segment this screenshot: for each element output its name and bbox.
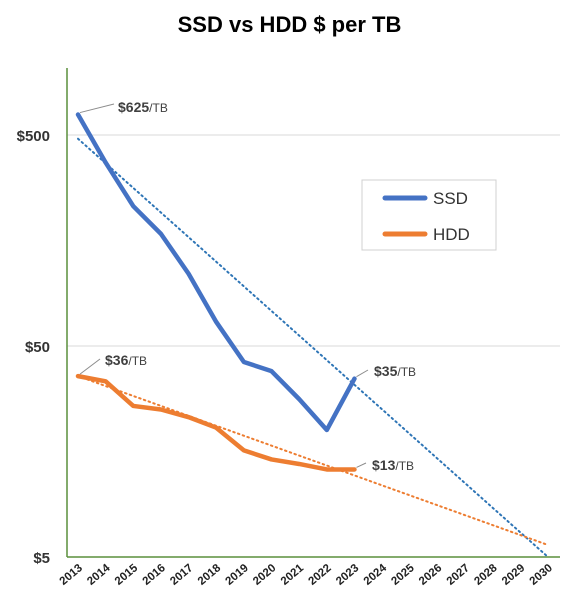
chart-title: SSD vs HDD $ per TB bbox=[177, 12, 402, 37]
x-tick-label: 2024 bbox=[362, 562, 390, 588]
x-tick-label: 2021 bbox=[279, 562, 307, 588]
x-tick-label: 2014 bbox=[85, 562, 113, 588]
x-tick-label: 2019 bbox=[223, 562, 250, 588]
annotation-ssd-start: $625/TB bbox=[118, 99, 168, 115]
data-point-ssd bbox=[132, 204, 135, 208]
data-point-ssd bbox=[270, 369, 273, 373]
data-point-ssd bbox=[297, 397, 301, 401]
legend-label-ssd: SSD bbox=[433, 189, 468, 208]
x-tick-label: 2018 bbox=[196, 562, 224, 588]
annotation-leader bbox=[79, 103, 115, 114]
series-line-ssd bbox=[75, 112, 357, 433]
legend-label-hdd: HDD bbox=[433, 225, 470, 244]
series-lines bbox=[75, 112, 357, 472]
trendline-hdd bbox=[77, 375, 549, 546]
axes bbox=[66, 68, 560, 558]
x-tick-label: 2016 bbox=[141, 562, 168, 588]
data-point-hdd bbox=[325, 468, 329, 471]
data-point-hdd bbox=[297, 462, 301, 466]
x-tick-label: 2020 bbox=[251, 562, 278, 588]
annotation-leader bbox=[356, 369, 369, 378]
y-tick-label: $5 bbox=[33, 550, 50, 567]
x-tick-labels: 2013 2014 2015 2016 2017 2018 2019 2020 2021 2022… bbox=[58, 562, 555, 588]
data-point-ssd bbox=[159, 232, 163, 236]
data-point-ssd bbox=[104, 161, 107, 164]
data-point-ssd bbox=[353, 377, 356, 380]
annotation-leader bbox=[356, 462, 367, 468]
trendline-ssd bbox=[77, 137, 549, 558]
data-point-hdd bbox=[187, 415, 190, 419]
data-point-hdd bbox=[215, 426, 218, 429]
y-tick-label: $50 bbox=[25, 339, 50, 356]
legend: SSD HDD bbox=[361, 179, 497, 251]
x-tick-label: 2026 bbox=[417, 562, 444, 588]
x-tick-label: 2013 bbox=[58, 562, 85, 588]
data-point-hdd bbox=[132, 404, 135, 408]
data-point-hdd bbox=[104, 380, 107, 383]
gridlines bbox=[67, 134, 560, 347]
annotation-ssd-end: $35/TB bbox=[374, 363, 416, 379]
annotations: $625/TB $35/TB $36/TB $13/TB bbox=[79, 99, 416, 473]
x-tick-label: 2015 bbox=[113, 562, 141, 588]
data-point-ssd bbox=[242, 360, 246, 364]
x-tick-label: 2030 bbox=[528, 562, 555, 588]
data-point-hdd bbox=[270, 458, 273, 461]
data-point-ssd bbox=[325, 428, 329, 432]
x-tick-label: 2017 bbox=[168, 562, 195, 588]
x-tick-label: 2028 bbox=[472, 562, 500, 588]
annotation-hdd-start: $36/TB bbox=[105, 352, 147, 368]
data-point-hdd bbox=[76, 374, 80, 378]
x-tick-label: 2025 bbox=[389, 562, 417, 588]
data-point-ssd bbox=[215, 320, 218, 324]
x-tick-label: 2029 bbox=[500, 562, 527, 588]
data-point-hdd bbox=[353, 468, 356, 471]
data-point-ssd bbox=[187, 272, 190, 275]
y-tick-label: $500 bbox=[17, 128, 50, 145]
data-point-hdd bbox=[159, 408, 163, 411]
annotation-hdd-end: $13/TB bbox=[372, 457, 414, 473]
trendlines bbox=[77, 137, 549, 558]
y-tick-labels: $5 $50 $500 bbox=[17, 128, 50, 567]
x-tick-label: 2027 bbox=[445, 562, 472, 588]
x-tick-label: 2023 bbox=[334, 562, 361, 588]
data-point-ssd bbox=[76, 113, 80, 116]
data-point-hdd bbox=[242, 449, 246, 452]
x-tick-label: 2022 bbox=[306, 562, 333, 588]
series-line-hdd bbox=[75, 373, 357, 472]
legend-box bbox=[361, 179, 497, 251]
annotation-leader bbox=[79, 358, 101, 375]
